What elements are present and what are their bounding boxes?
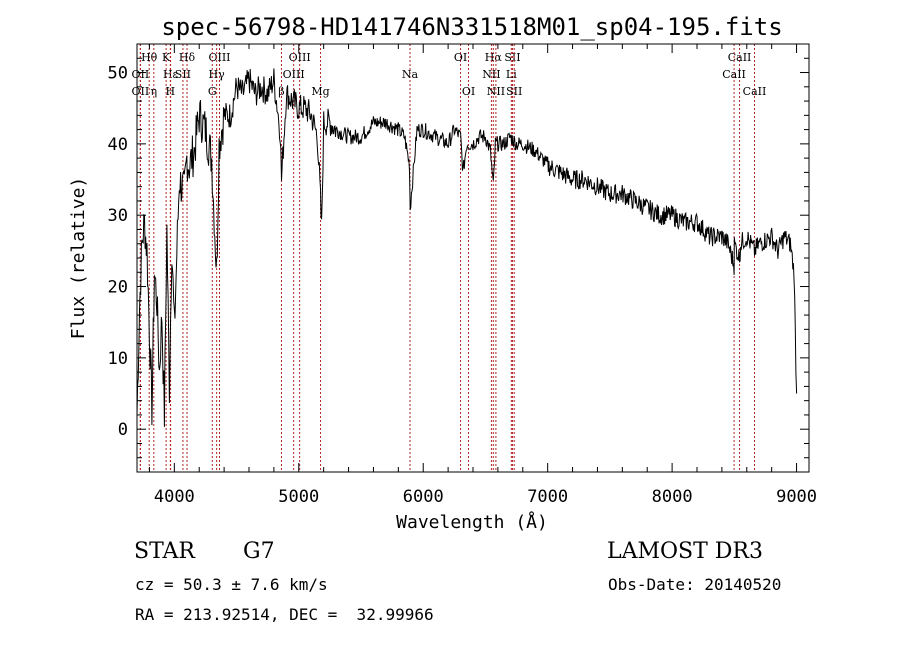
line-label-2: OII — [132, 85, 150, 98]
line-label-6: Hδ — [179, 51, 196, 64]
line-label-24: SII — [506, 85, 522, 98]
x-tick-label-8000: 8000 — [652, 487, 693, 507]
line-label-5: η — [151, 85, 158, 98]
line-label-13: OIII — [283, 68, 305, 81]
observation-date: Obs-Date: 20140520 — [608, 575, 782, 594]
y-tick-label-20: 20 — [108, 278, 128, 298]
line-label-8: H — [166, 85, 176, 98]
line-label-11: G — [208, 85, 217, 98]
line-label-25: CaII — [728, 51, 752, 64]
line-label-10: Hγ — [209, 68, 226, 81]
plot-area: Hθ OII OII K Hεη Hδ SII H OIII Hγ G OIII OIII β Mg Na OI… — [108, 44, 817, 507]
redshift-readout: cz = 50.3 ± 7.6 km/s — [135, 575, 328, 594]
x-axis-label: Wavelength (Å) — [396, 511, 548, 533]
object-class: STAR — [134, 539, 195, 564]
x-tick-label-4000: 4000 — [154, 487, 195, 507]
line-label-12: OIII — [289, 51, 311, 64]
line-label-7: SII — [175, 68, 191, 81]
x-tick-label-5000: 5000 — [278, 487, 319, 507]
coordinates-readout: RA = 213.92514, DEC = 32.99966 — [135, 605, 434, 624]
y-tick-label-50: 50 — [108, 64, 128, 84]
line-label-27: CaII — [743, 85, 767, 98]
line-label-16: Na — [402, 68, 419, 81]
line-label-21: NII — [487, 85, 505, 98]
line-label-15: Mg — [311, 85, 329, 98]
y-tick-label-30: 30 — [108, 206, 128, 226]
line-label-1: OII — [132, 68, 150, 81]
line-label-20: NII — [482, 68, 500, 81]
line-label-26: CaII — [722, 68, 746, 81]
line-label-0: Hθ — [141, 51, 158, 64]
y-tick-label-40: 40 — [108, 135, 128, 155]
x-tick-label-7000: 7000 — [527, 487, 568, 507]
line-label-17: OI — [454, 51, 467, 64]
spectral-subclass: G7 — [243, 539, 275, 564]
plot-frame — [136, 43, 810, 473]
line-label-3: K — [162, 51, 171, 64]
spectrum-series-line — [136, 68, 798, 427]
chart-title: spec-56798-HD141746N331518M01_sp04-195.f… — [161, 13, 782, 41]
line-label-18: OI — [462, 85, 475, 98]
y-axis-label: Flux (relative) — [68, 177, 89, 340]
line-label-4: Hε — [163, 68, 179, 81]
survey-name: LAMOST DR3 — [607, 539, 763, 564]
y-tick-label-0: 0 — [118, 420, 128, 440]
line-label-23: Li — [506, 68, 517, 81]
line-label-14: β — [278, 85, 284, 98]
line-label-19: Hα — [485, 51, 503, 64]
x-tick-label-6000: 6000 — [403, 487, 444, 507]
y-tick-label-10: 10 — [108, 349, 128, 369]
line-label-9: OIII — [208, 51, 230, 64]
x-tick-label-9000: 9000 — [776, 487, 817, 507]
line-label-22: SII — [504, 51, 520, 64]
